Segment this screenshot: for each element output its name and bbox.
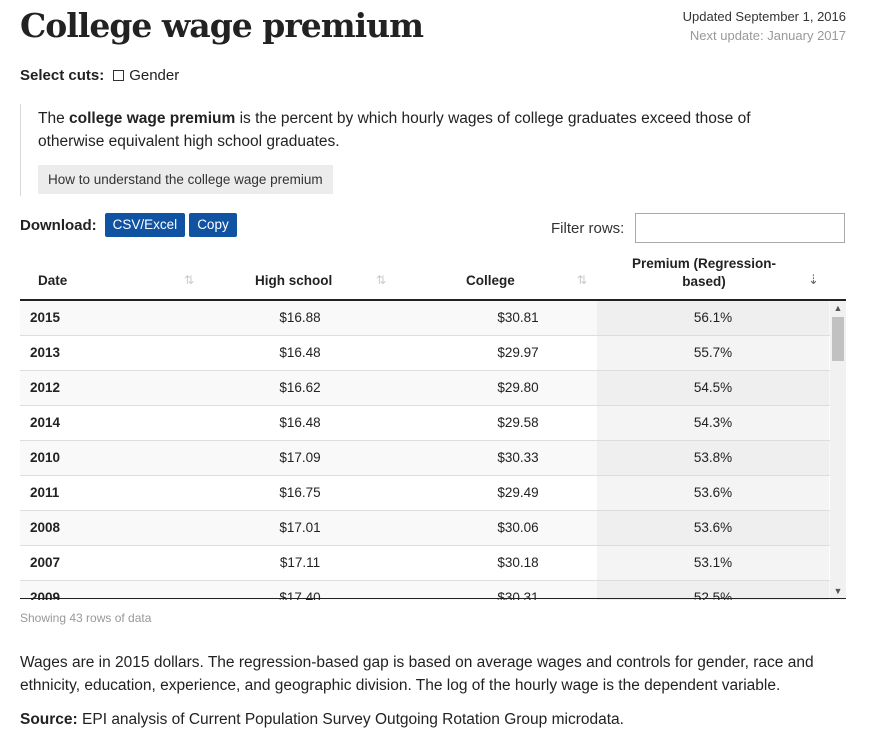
next-update-date: Next update: January 2017: [689, 28, 846, 43]
table-bottom-border: [20, 598, 846, 599]
scroll-down-arrow-icon[interactable]: ▼: [833, 586, 843, 596]
source-text: EPI analysis of Current Population Surve…: [77, 711, 624, 728]
cell-date: 2014: [30, 415, 61, 430]
cell-premium: 52.5%: [597, 581, 829, 600]
download-bar: Download: CSV/Excel Copy: [20, 213, 237, 237]
cell-premium: 53.1%: [597, 546, 829, 580]
cell-high-school: $17.01: [279, 520, 321, 535]
updated-date: Updated September 1, 2016: [682, 9, 846, 24]
cell-premium: 55.7%: [597, 336, 829, 370]
definition-term: college wage premium: [69, 110, 236, 127]
cell-date: 2007: [30, 555, 61, 570]
source-label: Source:: [20, 711, 78, 728]
scroll-up-arrow-icon[interactable]: ▲: [833, 303, 843, 313]
table-row: 2014 $16.48 $29.58 54.3%: [20, 406, 846, 441]
table-row: 2015 $16.88 $30.81 56.1%: [20, 301, 846, 336]
csv-excel-button[interactable]: CSV/Excel: [104, 213, 186, 237]
data-table: Date ⇅ High school ⇅ College ⇅ Premium (…: [20, 250, 846, 600]
table-row: 2009 $17.40 $30.31 52.5%: [20, 581, 846, 600]
copy-button[interactable]: Copy: [189, 213, 237, 237]
table-scrollbar[interactable]: ▲ ▼: [830, 301, 846, 598]
filter-rows-label: Filter rows:: [551, 220, 625, 237]
cell-high-school: $16.48: [279, 345, 321, 360]
cell-college: $30.81: [497, 310, 539, 325]
column-header-date[interactable]: Date: [38, 273, 68, 288]
definition-lead: The: [38, 110, 70, 127]
column-header-college[interactable]: College: [466, 273, 515, 288]
download-label: Download:: [20, 216, 97, 234]
table-body: 2015 $16.88 $30.81 56.1% 2013 $16.48 $29.97 55.…: [20, 301, 846, 600]
page-title: College wage premium: [20, 6, 424, 45]
cell-college: $30.06: [497, 520, 539, 535]
cell-college: $30.31: [497, 590, 539, 600]
sort-icon[interactable]: ⇅: [577, 273, 588, 287]
scrollbar-thumb[interactable]: [832, 317, 844, 361]
cell-date: 2008: [30, 520, 61, 535]
gender-checkbox-label[interactable]: Gender: [129, 67, 180, 84]
table-row: 2010 $17.09 $30.33 53.8%: [20, 441, 846, 476]
cell-high-school: $17.11: [279, 555, 321, 570]
cell-premium: 54.3%: [597, 406, 829, 440]
cell-premium: 56.1%: [597, 301, 829, 335]
sort-descending-icon[interactable]: ⇣: [808, 272, 819, 287]
select-cuts-label: Select cuts:: [20, 67, 105, 84]
cell-high-school: $17.40: [279, 590, 321, 600]
table-row: 2007 $17.11 $30.18 53.1%: [20, 546, 846, 581]
table-row: 2008 $17.01 $30.06 53.6%: [20, 511, 846, 546]
table-row: 2011 $16.75 $29.49 53.6%: [20, 476, 846, 511]
cell-college: $29.58: [497, 415, 539, 430]
cell-date: 2013: [30, 345, 61, 360]
row-count-caption: Showing 43 rows of data: [20, 611, 152, 625]
column-header-high-school[interactable]: High school: [255, 273, 333, 288]
cell-date: 2009: [30, 590, 61, 600]
table-header: Date ⇅ High school ⇅ College ⇅ Premium (…: [20, 250, 846, 301]
cell-high-school: $16.48: [279, 415, 321, 430]
cell-premium: 53.8%: [597, 441, 829, 475]
cell-premium: 53.6%: [597, 511, 829, 545]
footnote-text: Wages are in 2015 dollars. The regressio…: [20, 654, 814, 694]
table-row: 2012 $16.62 $29.80 54.5%: [20, 371, 846, 406]
sort-icon[interactable]: ⇅: [184, 273, 195, 287]
cell-college: $29.97: [497, 345, 539, 360]
cell-premium: 53.6%: [597, 476, 829, 510]
cell-college: $29.80: [497, 380, 539, 395]
sort-icon[interactable]: ⇅: [376, 273, 387, 287]
cell-date: 2015: [30, 310, 61, 325]
filter-rows-input[interactable]: [635, 213, 845, 243]
select-cuts: Select cuts: Gender: [20, 67, 179, 84]
cell-college: $30.33: [497, 450, 539, 465]
cell-date: 2012: [30, 380, 61, 395]
cell-date: 2011: [30, 485, 60, 500]
definition-note: The college wage premium is the percent …: [20, 104, 801, 196]
column-header-premium[interactable]: Premium (Regression-based): [631, 256, 777, 289]
source-note: Source: EPI analysis of Current Populati…: [20, 711, 624, 729]
cell-high-school: $16.75: [279, 485, 321, 500]
definition-text: The college wage premium is the percent …: [38, 107, 798, 153]
cell-high-school: $17.09: [279, 450, 321, 465]
table-row: 2013 $16.48 $29.97 55.7%: [20, 336, 846, 371]
cell-high-school: $16.88: [279, 310, 321, 325]
gender-checkbox[interactable]: [113, 70, 125, 81]
cell-high-school: $16.62: [279, 380, 321, 395]
cell-college: $30.18: [497, 555, 539, 570]
cell-college: $29.49: [497, 485, 539, 500]
cell-premium: 54.5%: [597, 371, 829, 405]
definition-rest: is the percent by which hourly wages of …: [38, 110, 751, 150]
how-to-understand-button[interactable]: How to understand the college wage premi…: [38, 165, 333, 194]
cell-date: 2010: [30, 450, 61, 465]
